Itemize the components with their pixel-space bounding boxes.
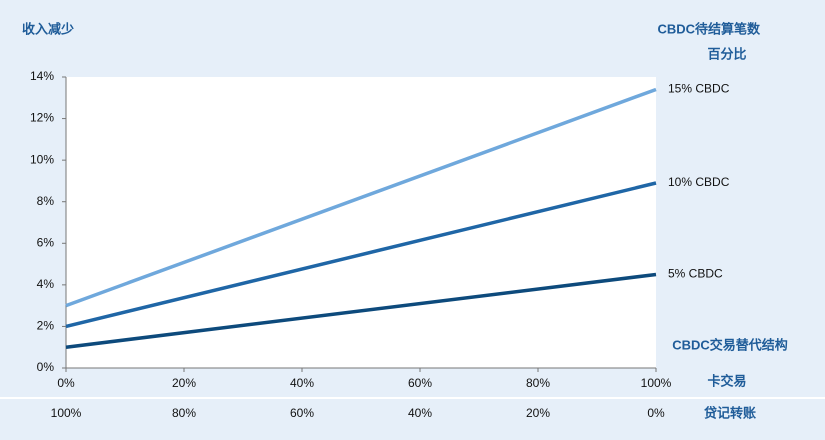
x2-tick-label: 60% xyxy=(290,406,314,420)
series-label: 15% CBDC xyxy=(668,82,730,96)
x-tick-label: 100% xyxy=(641,376,672,390)
y-tick-label: 2% xyxy=(37,319,55,333)
series-line xyxy=(65,272,657,349)
series-label: 5% CBDC xyxy=(668,267,723,281)
legend-subtitle: 百分比 xyxy=(707,46,746,61)
x2-tick-label: 40% xyxy=(408,406,432,420)
y-tick-label: 14% xyxy=(30,69,54,83)
legend-title: CBDC待结算笔数 xyxy=(657,21,761,36)
x-tick-label: 60% xyxy=(408,376,432,390)
x-tick-label: 20% xyxy=(172,376,196,390)
y-tick-label: 8% xyxy=(37,194,55,208)
x-tick-label: 40% xyxy=(290,376,314,390)
x2-ticks-label: 贷记转账 xyxy=(704,405,756,420)
x-tick-label: 80% xyxy=(526,376,550,390)
x2-tick-label: 0% xyxy=(647,406,665,420)
x2-tick-label: 80% xyxy=(172,406,196,420)
x-ticks-label: 卡交易 xyxy=(707,373,746,388)
x2-tick-label: 100% xyxy=(51,406,82,420)
y-tick-label: 4% xyxy=(37,277,55,291)
x-axis-label: CBDC交易替代结构 xyxy=(672,337,788,352)
x-tick-label: 0% xyxy=(57,376,75,390)
series-line xyxy=(65,181,657,329)
x2-tick-label: 20% xyxy=(526,406,550,420)
y-tick-label: 0% xyxy=(37,360,55,374)
y-axis-label: 收入减少 xyxy=(22,21,74,36)
series-line xyxy=(65,87,657,308)
y-tick-label: 12% xyxy=(30,111,54,125)
y-tick-label: 10% xyxy=(30,152,54,166)
y-tick-label: 6% xyxy=(37,235,55,249)
series-label: 10% CBDC xyxy=(668,175,730,189)
